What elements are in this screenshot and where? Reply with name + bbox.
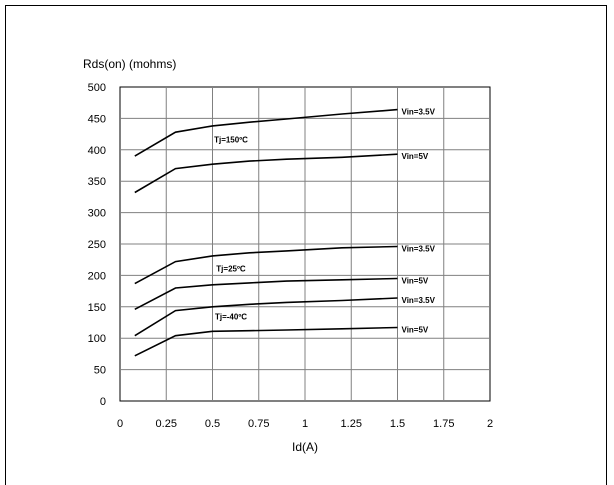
- temperature-annotation-2: Tj=25ºC: [216, 265, 246, 274]
- y-tick-label: 250: [88, 239, 106, 251]
- series-label-1: Vin=3.5V: [402, 108, 436, 117]
- x-tick-label: 1.25: [341, 418, 362, 430]
- x-axis-title: Id(A): [292, 440, 318, 454]
- x-tick-label: 1.75: [433, 418, 454, 430]
- temperature-annotation-3: Tj=-40ºC: [215, 312, 247, 321]
- y-tick-label: 400: [88, 145, 106, 157]
- x-tick-label: 1.5: [390, 418, 405, 430]
- y-tick-label: 150: [88, 302, 106, 314]
- grid: [120, 87, 490, 401]
- y-tick-label: 500: [88, 82, 106, 94]
- x-tick-label: 0: [117, 418, 123, 430]
- series-label-3: Vin=3.5V: [402, 245, 436, 254]
- series-label-6: Vin=5V: [402, 326, 429, 335]
- series-line-1: [134, 108, 398, 157]
- series-label-5: Vin=3.5V: [402, 296, 436, 305]
- series-label-2: Vin=5V: [402, 152, 429, 161]
- series-line-6: [134, 326, 398, 357]
- series-line-2: [134, 153, 398, 194]
- labels-layer: Vin=3.5V Vin=5V Vin=3.5V Vin=5V Vin=3.5V Vin=…: [214, 108, 436, 335]
- y-tick-label: 450: [88, 113, 106, 125]
- series-line-3: [134, 245, 398, 285]
- series-label-4: Vin=5V: [402, 277, 429, 286]
- x-tick-label: 0.25: [156, 418, 177, 430]
- y-tick-label: 100: [88, 333, 106, 345]
- x-tick-label: 1: [302, 418, 308, 430]
- chart-frame: [5, 5, 607, 485]
- y-tick-label: 200: [88, 270, 106, 282]
- series-line-4: [134, 277, 398, 311]
- y-tick-label: 300: [88, 208, 106, 220]
- temperature-annotation-1: Tj=150ºC: [214, 135, 248, 144]
- series-line-5: [134, 297, 398, 337]
- x-tick-label: 0.75: [248, 418, 269, 430]
- ticks-layer: 0 0.25 0.5 0.75 1 1.25 1.5 1.75 2 0 50 100 150 200 250…: [88, 82, 493, 430]
- series-layer: [134, 108, 398, 357]
- y-tick-label: 0: [100, 396, 106, 408]
- y-tick-label: 50: [94, 365, 106, 377]
- y-tick-label: 350: [88, 176, 106, 188]
- x-tick-label: 2: [487, 418, 493, 430]
- x-tick-label: 0.5: [205, 418, 220, 430]
- y-axis-title: Rds(on) (mohms): [83, 57, 176, 71]
